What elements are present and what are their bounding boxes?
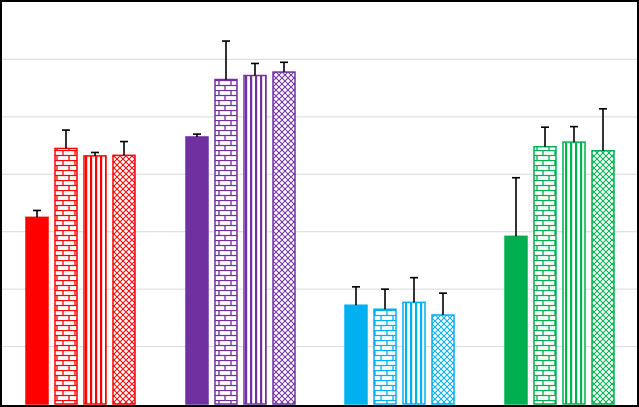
bar-group-2-crosshatch bbox=[272, 71, 296, 405]
bar-group-3-vertical bbox=[402, 301, 426, 405]
bar-group-3-brick bbox=[373, 308, 397, 405]
bar-group-2-solid bbox=[185, 136, 209, 405]
bar-group-2-brick bbox=[214, 78, 238, 405]
bar-group-4-crosshatch bbox=[591, 149, 615, 405]
gridlines bbox=[2, 58, 637, 348]
bar-group-1-crosshatch bbox=[112, 154, 136, 405]
bar-group-1-vertical bbox=[83, 155, 107, 405]
bar-series bbox=[25, 71, 615, 405]
bar-group-3-crosshatch bbox=[431, 314, 455, 405]
error-bars bbox=[33, 40, 607, 315]
bar-group-2-vertical bbox=[243, 74, 267, 405]
bar-group-1-brick bbox=[54, 147, 78, 405]
bar-group-4-brick bbox=[533, 145, 557, 405]
bar-group-1-solid bbox=[25, 216, 49, 405]
bar-group-4-solid bbox=[504, 235, 528, 405]
bar-group-3-solid bbox=[344, 304, 368, 405]
bar-group-4-vertical bbox=[562, 141, 586, 405]
